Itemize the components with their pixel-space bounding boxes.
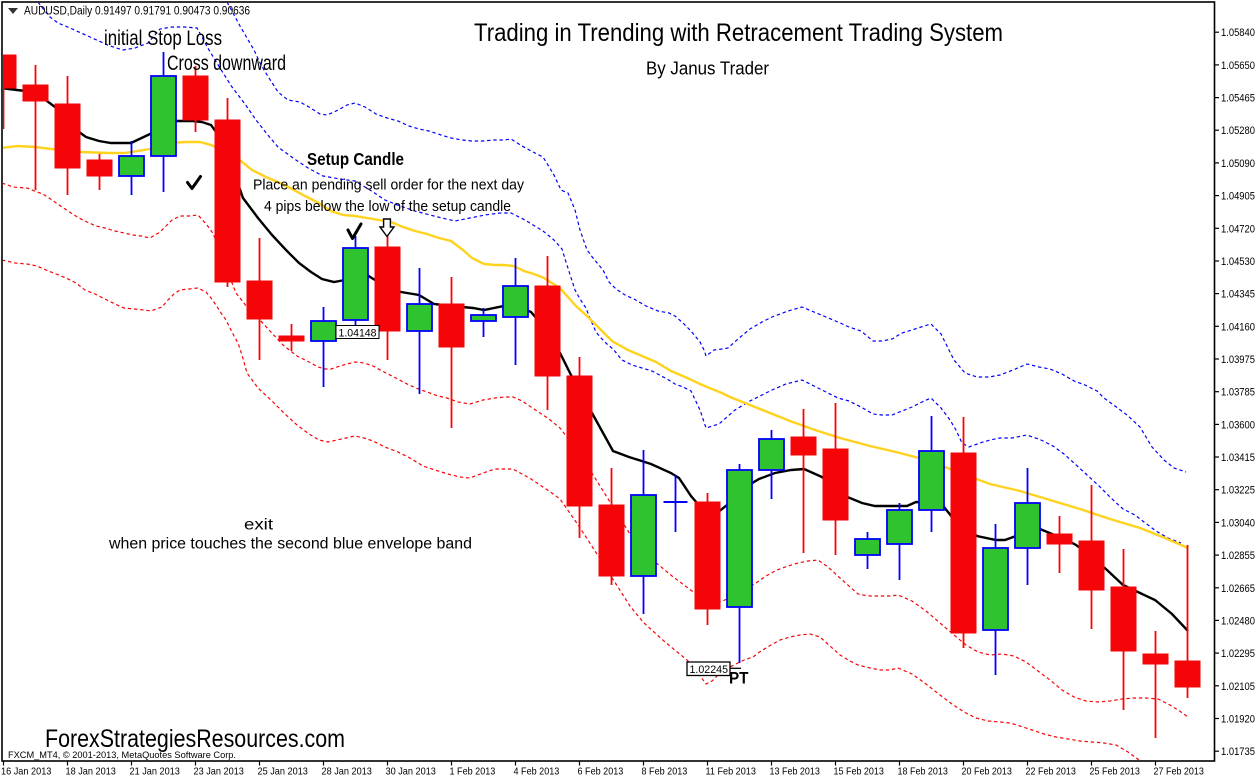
svg-text:AUDUSD,Daily 0.91497 0.91791: AUDUSD,Daily 0.91497 0.91791 0.90473 0.9… [24, 6, 250, 18]
svg-text:PT: PT [729, 670, 749, 688]
svg-text:1.02665: 1.02665 [1221, 583, 1255, 595]
svg-text:16 Jan 2013: 16 Jan 2013 [1, 766, 52, 778]
svg-text:1.04148: 1.04148 [339, 328, 377, 340]
svg-text:22 Feb 2013: 22 Feb 2013 [1026, 766, 1077, 778]
svg-text:1.03600: 1.03600 [1221, 419, 1255, 431]
svg-text:27 Feb 2013: 27 Feb 2013 [1154, 766, 1205, 778]
svg-text:21 Jan 2013: 21 Jan 2013 [130, 766, 181, 778]
svg-text:ForexStrategiesResources.com: ForexStrategiesResources.com [45, 725, 345, 753]
svg-text:1.05465: 1.05465 [1221, 93, 1255, 105]
svg-text:4 pips below the low of the s: 4 pips below the low of the setup candle [264, 199, 511, 215]
svg-text:Trading in Trending with Retra: Trading in Trending with Retracement Tra… [474, 19, 1003, 47]
svg-text:1.02295: 1.02295 [1221, 648, 1255, 660]
svg-text:1.01920: 1.01920 [1221, 714, 1255, 726]
svg-text:11 Feb 2013: 11 Feb 2013 [706, 766, 757, 778]
svg-text:Place an pending sell order fo: Place an pending sell order for the next… [253, 178, 525, 194]
svg-text:30 Jan 2013: 30 Jan 2013 [386, 766, 437, 778]
svg-text:15 Feb 2013: 15 Feb 2013 [834, 766, 885, 778]
svg-text:13 Feb 2013: 13 Feb 2013 [770, 766, 821, 778]
svg-text:28 Jan 2013: 28 Jan 2013 [322, 766, 373, 778]
svg-text:18 Jan 2013: 18 Jan 2013 [66, 766, 117, 778]
svg-text:4 Feb 2013: 4 Feb 2013 [514, 766, 560, 778]
svg-text:23 Jan 2013: 23 Jan 2013 [194, 766, 245, 778]
svg-text:1.03225: 1.03225 [1221, 485, 1255, 497]
svg-text:25 Jan 2013: 25 Jan 2013 [258, 766, 309, 778]
svg-text:1.05840: 1.05840 [1221, 27, 1255, 39]
svg-text:1.05090: 1.05090 [1221, 158, 1255, 170]
svg-text:Cross downward: Cross downward [167, 52, 286, 75]
svg-text:FXCM_MT4, © 2001-2013, MetaQuo: FXCM_MT4, © 2001-2013, MetaQuotes Softwa… [8, 750, 236, 761]
svg-text:1.04345: 1.04345 [1221, 289, 1255, 301]
svg-text:1.01735: 1.01735 [1221, 746, 1255, 758]
svg-text:1.02105: 1.02105 [1221, 681, 1255, 693]
svg-text:8 Feb 2013: 8 Feb 2013 [642, 766, 688, 778]
svg-text:1.05650: 1.05650 [1221, 60, 1255, 72]
svg-text:exit: exit [244, 517, 274, 534]
svg-text:25 Feb 2013: 25 Feb 2013 [1090, 766, 1141, 778]
svg-text:1.03415: 1.03415 [1221, 452, 1255, 464]
svg-text:1.03975: 1.03975 [1221, 354, 1255, 366]
svg-text:1.03040: 1.03040 [1221, 517, 1255, 529]
svg-text:Setup Candle: Setup Candle [307, 149, 404, 169]
svg-text:20 Feb 2013: 20 Feb 2013 [962, 766, 1013, 778]
svg-text:1.02480: 1.02480 [1221, 615, 1255, 627]
svg-text:1.04160: 1.04160 [1221, 321, 1255, 333]
svg-text:when price touches the second: when price touches the second blue envel… [108, 536, 472, 553]
svg-text:1.04905: 1.04905 [1221, 191, 1255, 203]
svg-text:1.02855: 1.02855 [1221, 550, 1255, 562]
svg-text:1.02245: 1.02245 [690, 664, 729, 676]
svg-text:18 Feb 2013: 18 Feb 2013 [898, 766, 949, 778]
svg-text:1.04720: 1.04720 [1221, 223, 1255, 235]
svg-text:initial Stop Loss: initial Stop Loss [104, 27, 222, 50]
svg-text:1.05280: 1.05280 [1221, 125, 1255, 137]
svg-text:By Janus Trader: By Janus Trader [646, 59, 769, 79]
svg-text:1.04530: 1.04530 [1221, 256, 1255, 268]
svg-text:1.03785: 1.03785 [1221, 387, 1255, 399]
svg-text:6 Feb 2013: 6 Feb 2013 [578, 766, 624, 778]
svg-text:1 Feb 2013: 1 Feb 2013 [450, 766, 496, 778]
